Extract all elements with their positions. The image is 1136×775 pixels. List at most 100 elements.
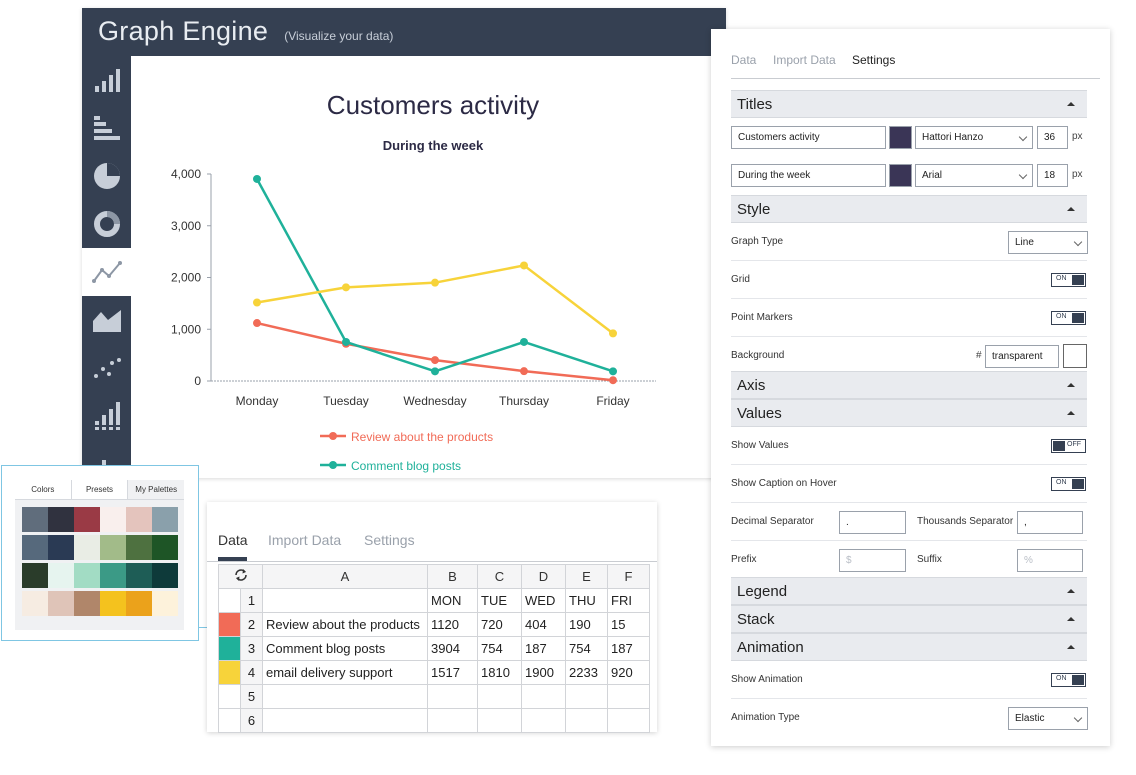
table-cell[interactable]: 754 [565, 636, 608, 661]
table-cell[interactable]: WED [521, 588, 566, 613]
table-cell[interactable] [262, 708, 428, 733]
grid-toggle[interactable]: ON [1051, 273, 1086, 287]
chart-type-line[interactable] [82, 248, 131, 296]
show-animation-toggle[interactable]: ON [1051, 673, 1086, 687]
color-swatch[interactable] [152, 563, 178, 588]
table-cell[interactable] [477, 684, 522, 709]
table-cell[interactable] [477, 708, 522, 733]
section-titles[interactable]: Titles [731, 90, 1087, 118]
data-point[interactable] [342, 283, 350, 292]
table-cell[interactable] [565, 684, 608, 709]
column-header[interactable]: E [565, 564, 608, 589]
animation-type-select[interactable]: Elastic [1008, 707, 1088, 730]
data-point[interactable] [431, 367, 439, 376]
row-color-cell[interactable] [218, 684, 241, 709]
palette-tab-colors[interactable]: Colors [15, 480, 72, 499]
table-cell[interactable]: 187 [521, 636, 566, 661]
row-color-cell[interactable] [218, 588, 241, 613]
background-input[interactable]: transparent [985, 345, 1059, 368]
refresh-cell[interactable] [218, 564, 263, 589]
column-header[interactable]: C [477, 564, 522, 589]
data-point[interactable] [609, 376, 617, 385]
color-swatch[interactable] [74, 563, 100, 588]
settings-tab-import-data[interactable]: Import Data [773, 53, 836, 67]
section-stack[interactable]: Stack [731, 605, 1087, 633]
table-cell[interactable]: email delivery support [262, 660, 428, 685]
color-swatch[interactable] [22, 507, 48, 532]
section-animation[interactable]: Animation [731, 633, 1087, 661]
column-header[interactable]: B [427, 564, 478, 589]
table-cell[interactable]: 2233 [565, 660, 608, 685]
table-cell[interactable]: 1900 [521, 660, 566, 685]
point-markers-toggle[interactable]: ON [1051, 311, 1086, 325]
color-swatch[interactable] [152, 591, 178, 616]
data-tab-settings[interactable]: Settings [364, 532, 415, 548]
color-swatch[interactable] [126, 563, 152, 588]
table-cell[interactable]: Review about the products [262, 612, 428, 637]
legend-label[interactable]: Comment blog posts [351, 459, 461, 473]
data-point[interactable] [431, 356, 439, 365]
table-cell[interactable]: 3904 [427, 636, 478, 661]
table-cell[interactable] [262, 684, 428, 709]
table-cell[interactable] [262, 588, 428, 613]
data-point[interactable] [431, 278, 439, 287]
subtitle-font-select[interactable]: Arial [915, 164, 1033, 187]
data-tab-data[interactable]: Data [218, 532, 248, 548]
color-swatch[interactable] [48, 507, 74, 532]
palette-tab-presets[interactable]: Presets [72, 480, 129, 499]
chart-type-scatter[interactable] [82, 344, 131, 392]
color-swatch[interactable] [74, 507, 100, 532]
color-swatch[interactable] [48, 591, 74, 616]
chart-type-pie[interactable] [82, 152, 131, 200]
title-text-input[interactable]: Customers activity [731, 126, 886, 149]
title-size-input[interactable]: 36 [1037, 126, 1068, 149]
data-point[interactable] [609, 367, 617, 376]
chart-type-area[interactable] [82, 296, 131, 344]
row-color-cell[interactable] [218, 636, 241, 661]
table-cell[interactable]: 187 [607, 636, 650, 661]
color-swatch[interactable] [100, 535, 126, 560]
chart-type-stacked-bar[interactable] [82, 392, 131, 440]
table-cell[interactable] [607, 708, 650, 733]
show-caption-toggle[interactable]: ON [1051, 477, 1086, 491]
data-point[interactable] [520, 261, 528, 270]
data-point[interactable] [520, 367, 528, 376]
table-cell[interactable] [607, 684, 650, 709]
row-color-cell[interactable] [218, 612, 241, 637]
table-cell[interactable]: 1120 [427, 612, 478, 637]
table-cell[interactable]: 1810 [477, 660, 522, 685]
suffix-input[interactable]: % [1017, 549, 1083, 572]
table-cell[interactable]: 404 [521, 612, 566, 637]
column-header[interactable]: F [607, 564, 650, 589]
section-axis[interactable]: Axis [731, 371, 1087, 399]
subtitle-size-input[interactable]: 18 [1037, 164, 1068, 187]
section-legend[interactable]: Legend [731, 577, 1087, 605]
chart-type-horizontal-bar[interactable] [82, 104, 131, 152]
legend-label[interactable]: Review about the products [351, 430, 493, 444]
title-color-picker[interactable] [889, 126, 912, 149]
column-header[interactable]: D [521, 564, 566, 589]
table-cell[interactable]: 920 [607, 660, 650, 685]
table-cell[interactable] [521, 708, 566, 733]
table-cell[interactable]: 754 [477, 636, 522, 661]
data-point[interactable] [609, 329, 617, 338]
data-point[interactable] [253, 174, 261, 183]
table-cell[interactable]: MON [427, 588, 478, 613]
table-cell[interactable]: Comment blog posts [262, 636, 428, 661]
color-swatch[interactable] [74, 591, 100, 616]
background-color-swatch[interactable] [1063, 344, 1087, 368]
table-cell[interactable] [521, 684, 566, 709]
table-cell[interactable] [565, 708, 608, 733]
chart-type-bar[interactable] [82, 56, 131, 104]
color-swatch[interactable] [22, 563, 48, 588]
section-style[interactable]: Style [731, 195, 1087, 223]
data-point[interactable] [520, 337, 528, 346]
settings-tab-data[interactable]: Data [731, 53, 757, 67]
color-swatch[interactable] [22, 535, 48, 560]
subtitle-text-input[interactable]: During the week [731, 164, 886, 187]
table-cell[interactable]: 190 [565, 612, 608, 637]
palette-tab-my-palettes[interactable]: My Palettes [128, 480, 185, 499]
data-point[interactable] [253, 319, 261, 328]
color-swatch[interactable] [126, 507, 152, 532]
section-values[interactable]: Values [731, 399, 1087, 427]
